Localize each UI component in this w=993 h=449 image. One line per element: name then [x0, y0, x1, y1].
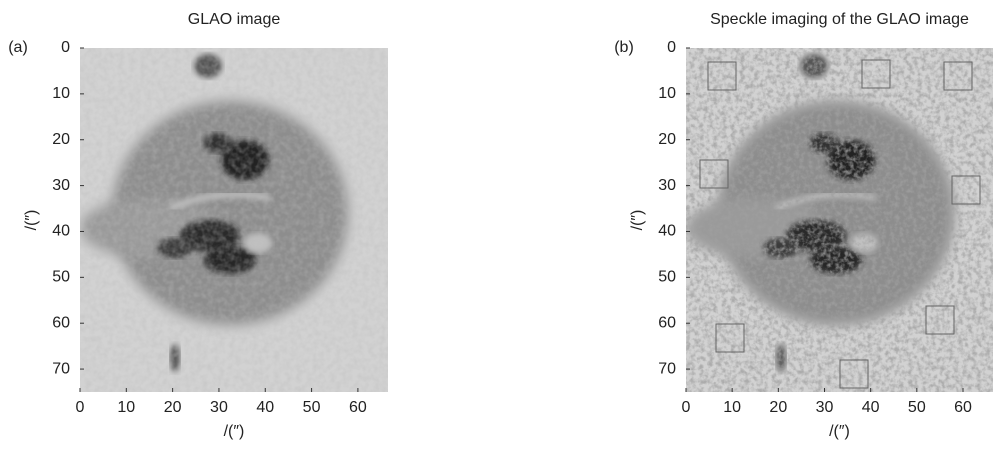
- y-tick-label: 50: [52, 269, 70, 286]
- region-boxes: [699, 59, 981, 389]
- x-tick-label: 30: [816, 399, 834, 416]
- y-axis-label: /(″): [629, 210, 646, 231]
- panel-label: (a): [8, 39, 28, 56]
- y-tick-label: 30: [52, 177, 70, 194]
- chart-title: GLAO image: [188, 11, 281, 28]
- chart-title: Speckle imaging of the GLAO image: [710, 11, 969, 28]
- x-axis-label: /(″): [829, 423, 850, 440]
- y-axis-label: /(″): [23, 210, 40, 231]
- x-tick-label: 0: [682, 399, 691, 416]
- y-tick-label: 40: [658, 223, 676, 240]
- panel: [80, 48, 388, 392]
- x-tick-label: 20: [164, 399, 182, 416]
- y-tick-label: 30: [658, 177, 676, 194]
- x-tick-label: 30: [210, 399, 228, 416]
- image-texture: [80, 48, 388, 392]
- x-tick-label: 50: [908, 399, 926, 416]
- y-tick-label: 0: [61, 39, 70, 56]
- x-tick-label: 50: [303, 399, 321, 416]
- y-tick-label: 70: [658, 360, 676, 377]
- y-tick-label: 20: [658, 131, 676, 148]
- y-tick-label: 10: [52, 85, 70, 102]
- y-tick-label: 70: [52, 360, 70, 377]
- x-tick-label: 20: [769, 399, 787, 416]
- y-tick-label: 60: [658, 314, 676, 331]
- y-tick-label: 40: [52, 223, 70, 240]
- y-tick-label: 60: [52, 314, 70, 331]
- x-tick-label: 10: [117, 399, 135, 416]
- x-axis-label: /(″): [224, 423, 245, 440]
- x-tick-label: 40: [256, 399, 274, 416]
- x-tick-label: 40: [862, 399, 880, 416]
- y-tick-label: 50: [658, 269, 676, 286]
- x-tick-label: 10: [723, 399, 741, 416]
- x-tick-label: 60: [349, 399, 367, 416]
- panel-label: (b): [614, 39, 634, 56]
- x-tick-label: 60: [954, 399, 972, 416]
- x-tick-label: 0: [76, 399, 85, 416]
- y-tick-label: 10: [658, 85, 676, 102]
- y-tick-label: 0: [667, 39, 676, 56]
- panel: [686, 48, 993, 392]
- y-tick-label: 20: [52, 131, 70, 148]
- image-texture: [686, 48, 993, 392]
